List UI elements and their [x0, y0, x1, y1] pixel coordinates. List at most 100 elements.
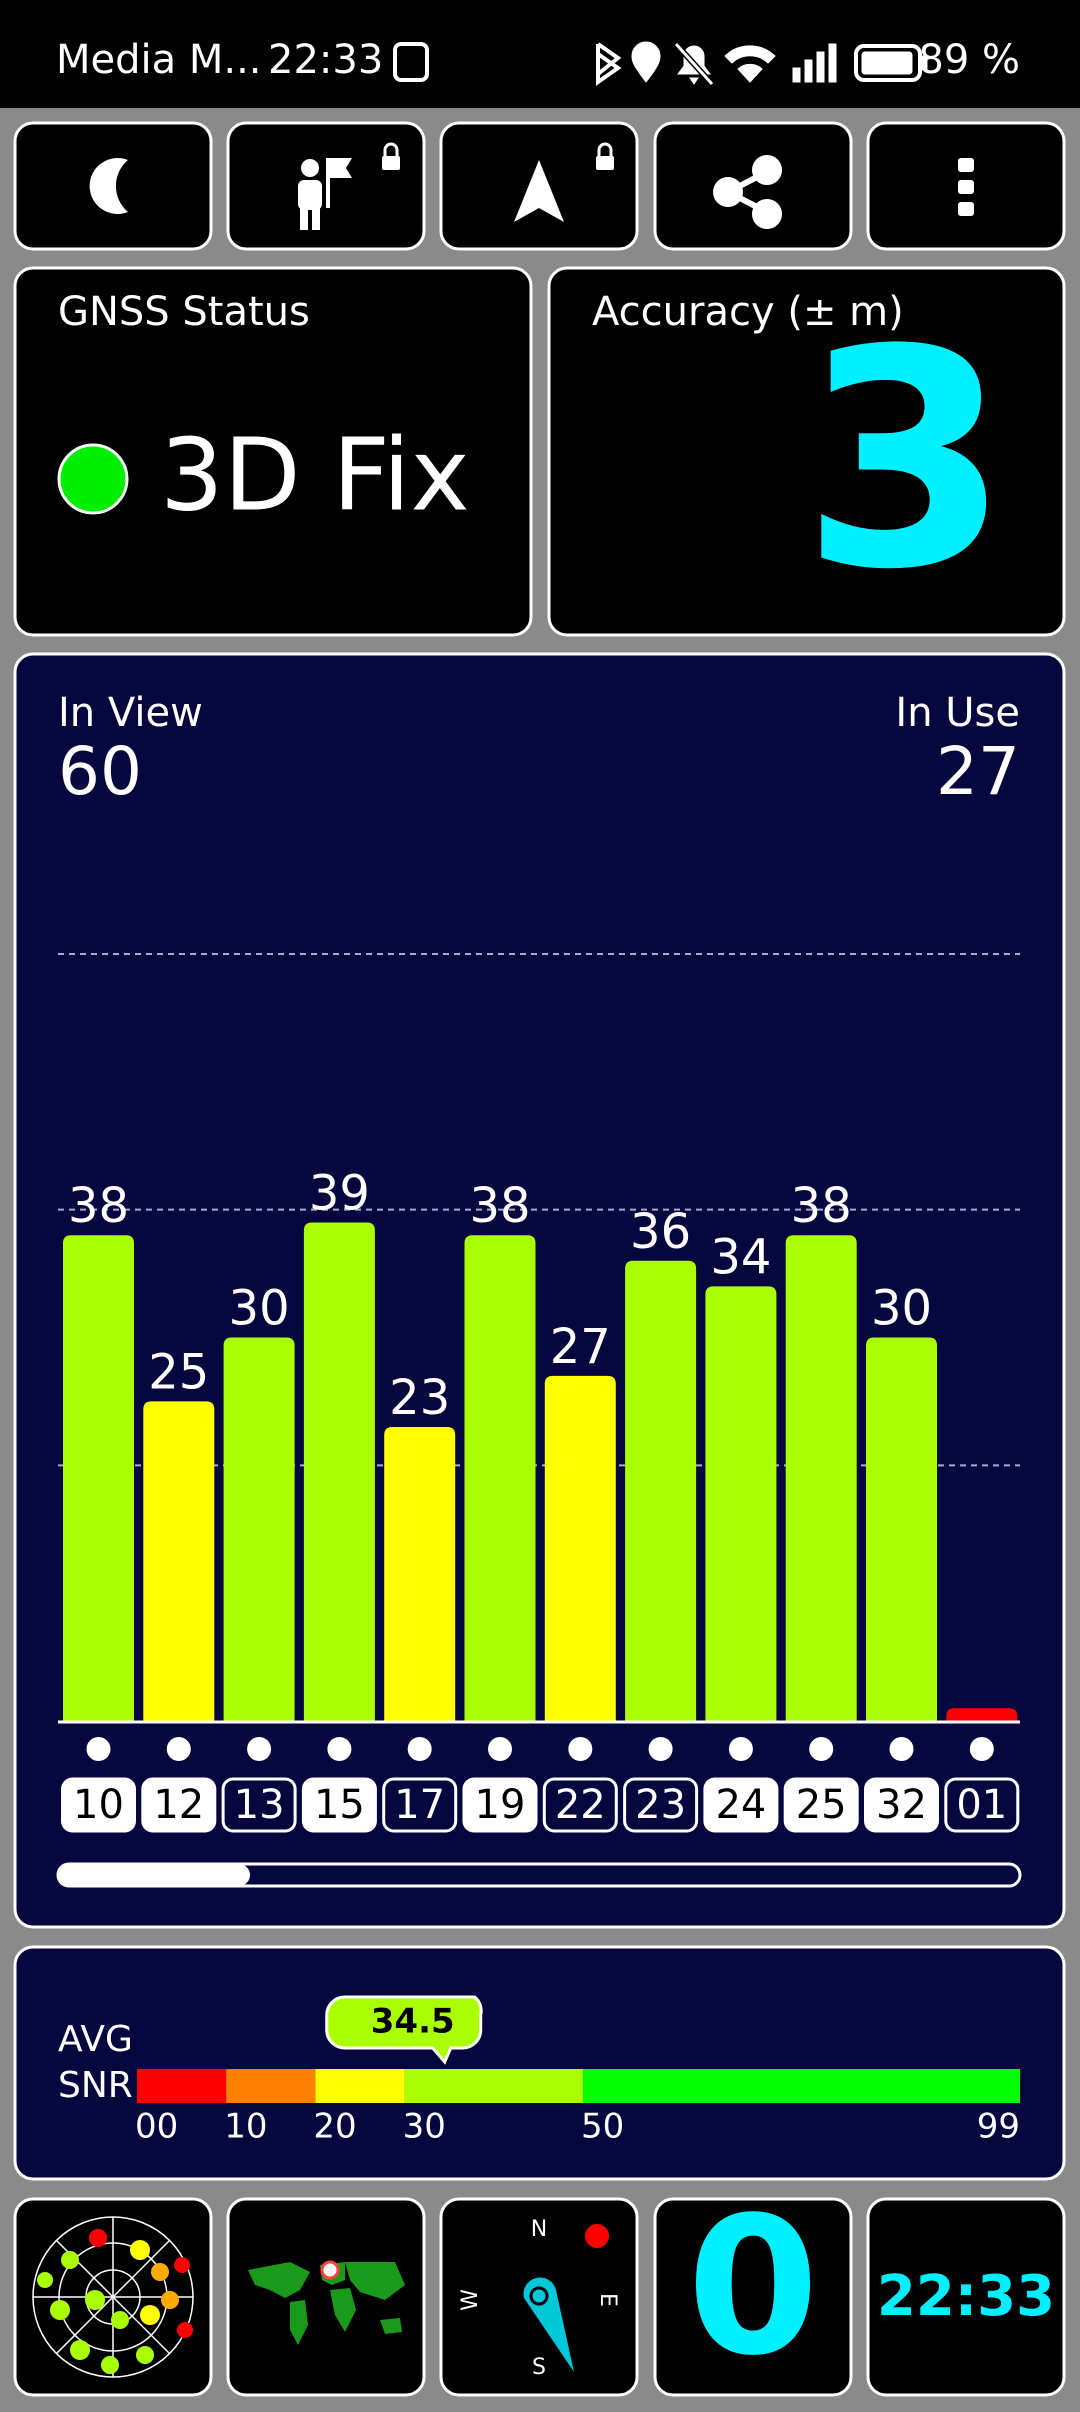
bar — [303, 1222, 375, 1721]
nfc-icon — [393, 42, 429, 82]
satellite-dot — [809, 1737, 834, 1761]
bar — [946, 1708, 1018, 1721]
satellite-id: 32 — [876, 1782, 927, 1828]
satellite-id: 13 — [234, 1782, 285, 1828]
bar-value-label: 25 — [148, 1344, 209, 1400]
satellite-dot — [889, 1737, 914, 1761]
snr-panel — [13, 1945, 1066, 2181]
satellite-dot — [247, 1737, 272, 1761]
satellite-dot — [86, 1737, 111, 1761]
accuracy-value: 3 — [801, 286, 1010, 635]
satellite-id: 15 — [314, 1782, 365, 1828]
bar-value-label: 38 — [68, 1178, 129, 1234]
compass-pivot — [529, 2286, 549, 2306]
snr-label-bottom: SNR — [58, 2065, 133, 2106]
snr-segment — [226, 2069, 316, 2103]
satellite-id: 10 — [73, 1782, 124, 1828]
satellite-id: 24 — [715, 1782, 766, 1828]
gnss-status-value: 3D Fix — [160, 416, 470, 533]
satellite-dot — [327, 1737, 352, 1761]
share-icon — [713, 155, 782, 229]
satellite-badge-used — [141, 1777, 217, 1833]
bar-value-label: 36 — [630, 1204, 691, 1260]
compass-east: E — [595, 2293, 620, 2307]
bar-value-label: 38 — [791, 1178, 852, 1234]
snr-segment — [404, 2069, 583, 2103]
satellite-badge — [221, 1777, 297, 1833]
fix-indicator — [57, 443, 129, 515]
battery-level: 89 % — [918, 37, 1020, 83]
snr-average-value: 34.5 — [371, 2002, 455, 2042]
count-tile[interactable] — [653, 2197, 853, 2397]
signal-chart: 38 10 25 12 30 13 39 15 23 17 38 19 27 22 36 23 34 24 38 25… — [58, 953, 1020, 1833]
bar — [785, 1235, 857, 1721]
compass-needle — [523, 2277, 574, 2372]
satellite-badge — [382, 1777, 458, 1833]
compass-north: N — [531, 2217, 547, 2242]
bar — [63, 1235, 134, 1721]
snr-tick-label: 99 — [977, 2107, 1020, 2147]
satellite-dot — [488, 1737, 512, 1761]
satellite-badge — [542, 1777, 618, 1833]
satellite-badge-used — [61, 1777, 136, 1833]
bar-value-label: 38 — [469, 1178, 530, 1234]
bar-value-label: 30 — [229, 1281, 290, 1337]
in-view-count: 60 — [58, 733, 142, 810]
satellite-dot — [568, 1737, 593, 1761]
bar-value-label: 30 — [871, 1281, 932, 1337]
snr-tick-label: 20 — [313, 2107, 356, 2147]
bar-value-label: 23 — [389, 1370, 450, 1426]
clock: 22:33 — [268, 37, 383, 83]
satellite-dot — [728, 1737, 753, 1761]
snr-tick-label: 30 — [403, 2107, 446, 2147]
satellite-id: 25 — [796, 1782, 847, 1828]
moon-icon — [89, 158, 128, 214]
status-icons — [596, 41, 928, 87]
scroll-thumb[interactable] — [58, 1864, 250, 1886]
snr-tick-label: 10 — [224, 2107, 267, 2147]
snr-average-marker — [325, 1995, 483, 2065]
satellite-badge-used — [703, 1777, 779, 1833]
in-use-count: 27 — [936, 733, 1020, 810]
compass-south: S — [532, 2355, 546, 2380]
satellite-id: 12 — [153, 1782, 204, 1828]
snr-segment — [137, 2069, 227, 2103]
clock-tile[interactable] — [866, 2197, 1066, 2397]
satellite-dot — [407, 1737, 432, 1761]
snr-scale: 00 10 20 30 50 99 34.5 — [135, 1995, 1020, 2147]
satellite-badge-used — [301, 1777, 377, 1833]
map-tile[interactable] — [226, 2197, 426, 2397]
location-marker — [320, 2260, 340, 2280]
satellite-badge-used — [864, 1777, 939, 1833]
navigation-icon — [514, 142, 614, 222]
toolbar — [13, 121, 1066, 251]
share-button[interactable] — [653, 121, 853, 251]
snr-segment — [315, 2069, 405, 2103]
bar — [223, 1337, 295, 1721]
gnss-status-label: GNSS Status — [58, 289, 310, 335]
satellite-badge — [623, 1777, 699, 1833]
accuracy-panel — [547, 266, 1066, 637]
satellite-id: 01 — [956, 1782, 1007, 1828]
satellite-id: 23 — [635, 1782, 686, 1828]
satellite-badge-used — [783, 1777, 859, 1833]
satellite-id: 17 — [394, 1782, 445, 1828]
bar-value-label: 34 — [710, 1229, 771, 1285]
satellite-id: 22 — [555, 1782, 606, 1828]
gnss-status-panel — [13, 266, 533, 637]
bar — [143, 1401, 215, 1721]
snr-tick-label: 50 — [581, 2107, 624, 2147]
menu-icon — [958, 158, 974, 216]
bar-value-label: 27 — [550, 1319, 611, 1375]
snr-segment — [582, 2069, 1020, 2103]
compass-sun — [585, 2224, 609, 2248]
accuracy-label: Accuracy (± m) — [592, 289, 904, 335]
bar — [544, 1375, 616, 1721]
satellite-dot — [648, 1737, 673, 1761]
sky-plot-satellites — [37, 2229, 193, 2374]
satellite-dot — [969, 1737, 994, 1761]
snr-label-top: AVG — [58, 2019, 133, 2060]
bar — [625, 1260, 697, 1721]
satellite-dot — [166, 1737, 191, 1761]
